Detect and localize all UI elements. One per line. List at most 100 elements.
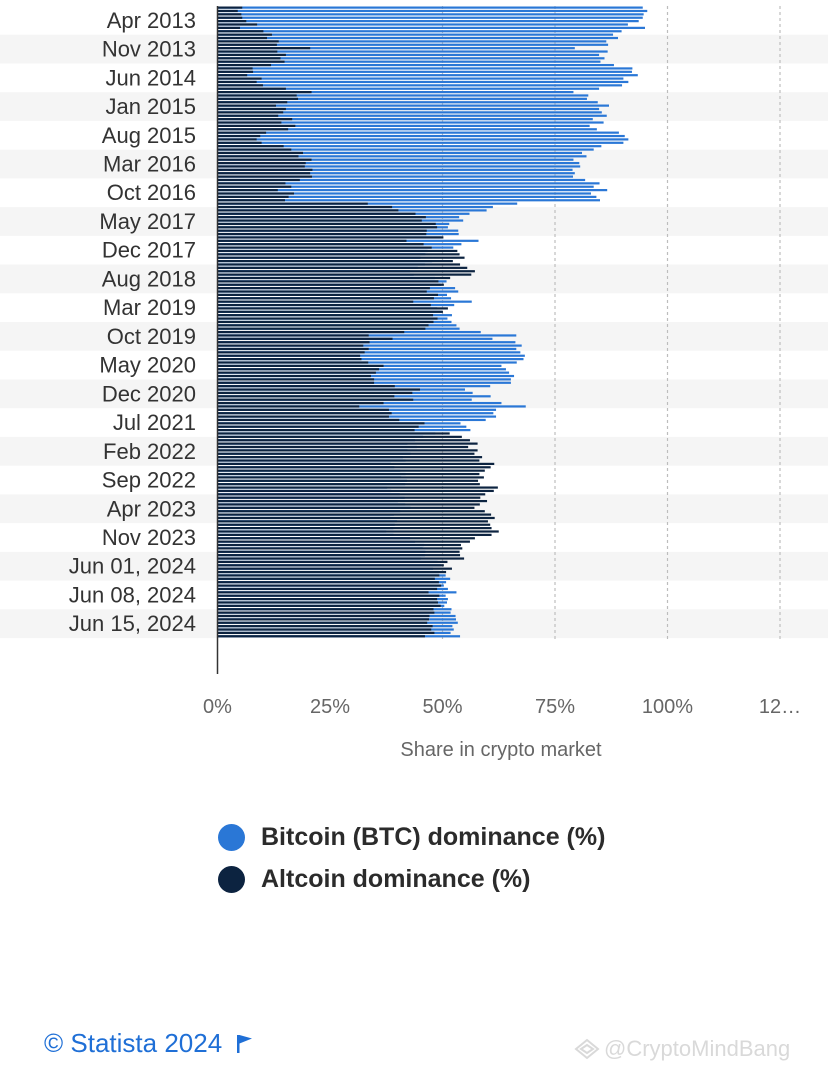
bar-altcoin[interactable] bbox=[217, 226, 438, 229]
bar-bitcoin[interactable] bbox=[217, 161, 580, 165]
bar-altcoin[interactable] bbox=[217, 570, 447, 574]
bar-altcoin[interactable] bbox=[217, 9, 238, 13]
bar-altcoin[interactable] bbox=[217, 584, 442, 587]
bar-altcoin[interactable] bbox=[217, 216, 426, 219]
bar-altcoin[interactable] bbox=[217, 513, 492, 516]
bar-altcoin[interactable] bbox=[217, 499, 488, 503]
bar-altcoin[interactable] bbox=[217, 236, 444, 239]
bar-altcoin[interactable] bbox=[217, 557, 465, 560]
bar-altcoin[interactable] bbox=[217, 165, 305, 168]
bar-altcoin[interactable] bbox=[217, 232, 427, 236]
bar-altcoin[interactable] bbox=[217, 381, 375, 384]
bar-altcoin[interactable] bbox=[217, 172, 311, 175]
bar-altcoin[interactable] bbox=[217, 26, 241, 29]
bar-bitcoin[interactable] bbox=[217, 101, 598, 104]
bar-altcoin[interactable] bbox=[217, 30, 264, 33]
bar-altcoin[interactable] bbox=[217, 358, 362, 361]
bar-altcoin[interactable] bbox=[217, 347, 369, 351]
bar-bitcoin[interactable] bbox=[217, 124, 590, 127]
bar-altcoin[interactable] bbox=[217, 168, 313, 171]
bar-altcoin[interactable] bbox=[217, 628, 432, 631]
bar-altcoin[interactable] bbox=[217, 334, 369, 337]
bar-altcoin[interactable] bbox=[217, 229, 427, 232]
bar-altcoin[interactable] bbox=[217, 222, 436, 226]
bar-altcoin[interactable] bbox=[217, 283, 444, 286]
bar-altcoin[interactable] bbox=[217, 523, 491, 526]
bar-altcoin[interactable] bbox=[217, 351, 365, 354]
bar-altcoin[interactable] bbox=[217, 175, 313, 178]
bar-altcoin[interactable] bbox=[217, 476, 484, 479]
bar-altcoin[interactable] bbox=[217, 297, 434, 300]
bar-altcoin[interactable] bbox=[217, 516, 495, 520]
bar-bitcoin[interactable] bbox=[217, 158, 574, 161]
bar-bitcoin[interactable] bbox=[217, 182, 600, 185]
bar-altcoin[interactable] bbox=[217, 77, 262, 80]
bar-altcoin[interactable] bbox=[217, 483, 480, 486]
bar-altcoin[interactable] bbox=[217, 290, 427, 293]
bar-altcoin[interactable] bbox=[217, 496, 481, 499]
bar-bitcoin[interactable] bbox=[217, 50, 608, 53]
bar-altcoin[interactable] bbox=[217, 243, 424, 246]
bar-altcoin[interactable] bbox=[217, 317, 438, 320]
bar-altcoin[interactable] bbox=[217, 101, 288, 104]
bar-bitcoin[interactable] bbox=[217, 20, 639, 23]
bar-altcoin[interactable] bbox=[217, 459, 480, 462]
bar-altcoin[interactable] bbox=[217, 388, 421, 391]
bar-altcoin[interactable] bbox=[217, 53, 286, 57]
bar-altcoin[interactable] bbox=[217, 107, 286, 111]
bar-altcoin[interactable] bbox=[217, 466, 491, 469]
bar-bitcoin[interactable] bbox=[217, 168, 573, 171]
bar-altcoin[interactable] bbox=[217, 74, 248, 77]
bar-bitcoin[interactable] bbox=[217, 185, 594, 188]
bar-bitcoin[interactable] bbox=[217, 67, 633, 70]
bar-bitcoin[interactable] bbox=[217, 121, 604, 124]
bar-altcoin[interactable] bbox=[217, 314, 434, 317]
bar-altcoin[interactable] bbox=[217, 510, 485, 513]
bar-bitcoin[interactable] bbox=[217, 138, 629, 141]
bar-altcoin[interactable] bbox=[217, 354, 361, 357]
bar-bitcoin[interactable] bbox=[217, 189, 608, 192]
bar-bitcoin[interactable] bbox=[217, 192, 592, 195]
bar-altcoin[interactable] bbox=[217, 604, 441, 607]
bar-altcoin[interactable] bbox=[217, 361, 369, 364]
bar-bitcoin[interactable] bbox=[217, 26, 646, 29]
legend-item-bitcoin[interactable]: Bitcoin (BTC) dominance (%) bbox=[218, 816, 605, 858]
bar-altcoin[interactable] bbox=[217, 263, 461, 266]
bar-altcoin[interactable] bbox=[217, 134, 261, 138]
bar-altcoin[interactable] bbox=[217, 371, 376, 374]
bar-altcoin[interactable] bbox=[217, 270, 475, 273]
bar-bitcoin[interactable] bbox=[217, 114, 607, 117]
bar-bitcoin[interactable] bbox=[217, 30, 622, 33]
bar-bitcoin[interactable] bbox=[217, 141, 624, 144]
bar-altcoin[interactable] bbox=[217, 611, 435, 614]
bar-bitcoin[interactable] bbox=[217, 70, 632, 73]
bar-altcoin[interactable] bbox=[217, 472, 480, 476]
bar-bitcoin[interactable] bbox=[217, 84, 623, 87]
bar-bitcoin[interactable] bbox=[217, 97, 587, 100]
bar-altcoin[interactable] bbox=[217, 118, 293, 121]
bar-altcoin[interactable] bbox=[217, 449, 478, 452]
bar-bitcoin[interactable] bbox=[217, 23, 628, 26]
bar-altcoin[interactable] bbox=[217, 195, 289, 198]
bar-altcoin[interactable] bbox=[217, 567, 452, 570]
bar-altcoin[interactable] bbox=[217, 20, 247, 23]
bar-altcoin[interactable] bbox=[217, 16, 243, 19]
bar-altcoin[interactable] bbox=[217, 368, 380, 371]
bar-altcoin[interactable] bbox=[217, 239, 407, 242]
bar-altcoin[interactable] bbox=[217, 151, 304, 155]
bar-altcoin[interactable] bbox=[217, 124, 296, 127]
bar-altcoin[interactable] bbox=[217, 550, 460, 553]
statista-credit-link[interactable]: © Statista 2024 bbox=[44, 1028, 254, 1059]
bar-altcoin[interactable] bbox=[217, 341, 370, 344]
bar-altcoin[interactable] bbox=[217, 84, 263, 87]
bar-bitcoin[interactable] bbox=[217, 199, 601, 202]
bar-bitcoin[interactable] bbox=[217, 94, 589, 97]
bar-altcoin[interactable] bbox=[217, 60, 285, 63]
bar-altcoin[interactable] bbox=[217, 537, 475, 540]
bar-altcoin[interactable] bbox=[217, 246, 432, 249]
bar-altcoin[interactable] bbox=[217, 456, 483, 459]
bar-altcoin[interactable] bbox=[217, 36, 268, 40]
bar-altcoin[interactable] bbox=[217, 621, 428, 624]
bar-altcoin[interactable] bbox=[217, 432, 450, 435]
bar-bitcoin[interactable] bbox=[217, 354, 525, 357]
